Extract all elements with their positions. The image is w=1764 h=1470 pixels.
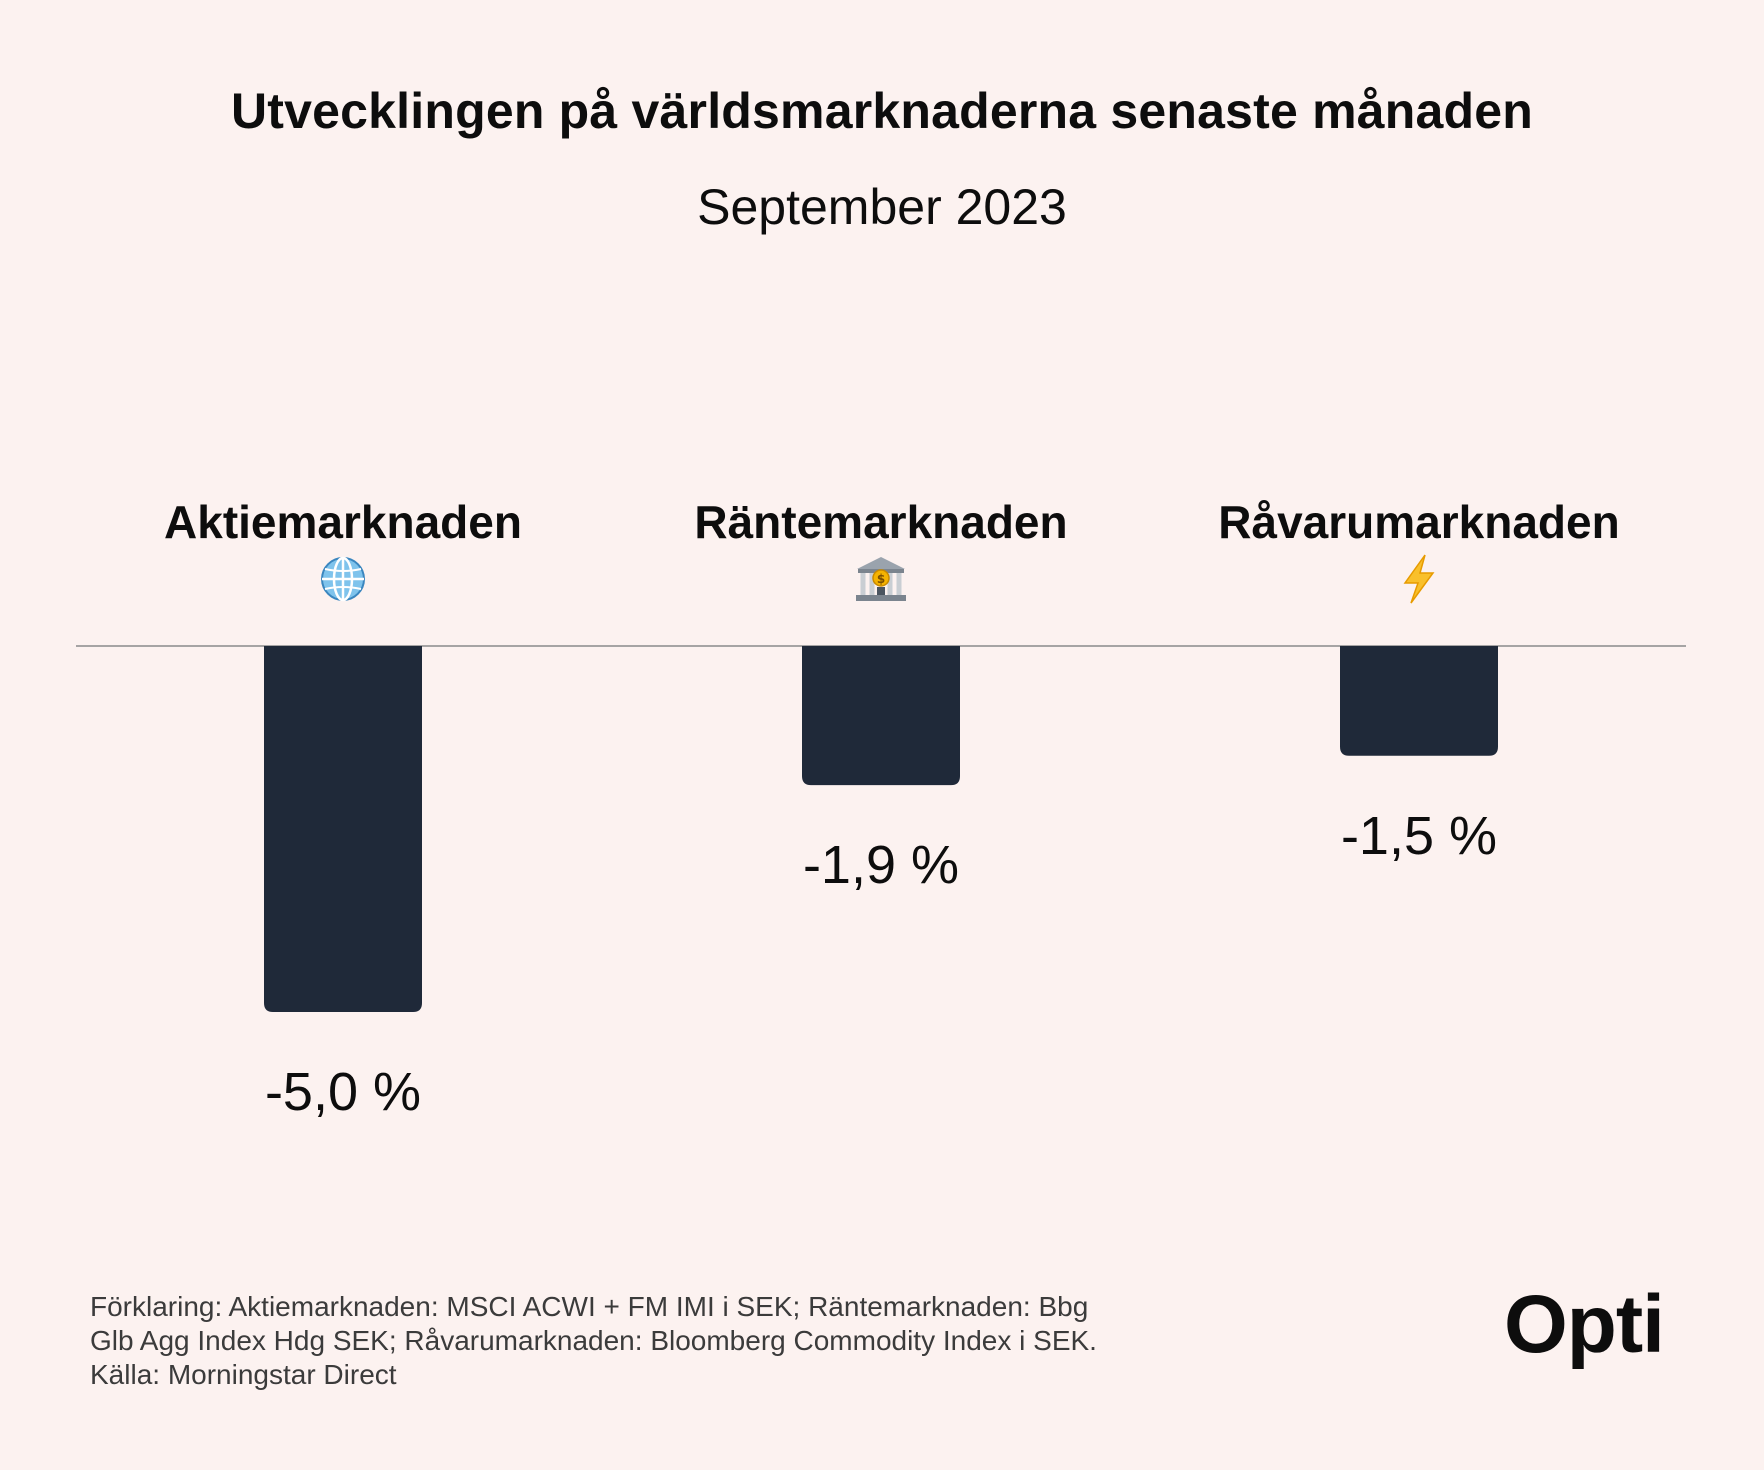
value-label: -1,9 % (803, 835, 959, 895)
globe-icon (321, 556, 365, 602)
footnote-line: Källa: Morningstar Direct (90, 1359, 397, 1390)
bar (802, 646, 960, 786)
category-label: Aktiemarknaden (164, 496, 522, 548)
svg-text:$: $ (877, 572, 885, 586)
category-label: Räntemarknaden (694, 496, 1067, 548)
footnote: Förklaring: Aktiemarknaden: MSCI ACWI + … (90, 1290, 1290, 1392)
footnote-line: Glb Agg Index Hdg SEK; Råvarumarknaden: … (90, 1325, 1097, 1356)
bar (1340, 646, 1498, 756)
footnote-line: Förklaring: Aktiemarknaden: MSCI ACWI + … (90, 1291, 1089, 1322)
opti-logo: Opti (1504, 1279, 1665, 1370)
category-label: Råvarumarknaden (1218, 496, 1619, 548)
lightning-icon (1403, 554, 1435, 604)
value-label: -5,0 % (265, 1062, 421, 1122)
bar (264, 646, 422, 1012)
chart-subtitle: September 2023 (697, 179, 1067, 235)
chart-title: Utvecklingen på världsmarknaderna senast… (230, 83, 1533, 139)
bar-chart: Aktiemarknaden Räntemarknaden $ Råvarumarkn… (76, 496, 1686, 1122)
bank-icon: $ (856, 557, 906, 601)
value-label: -1,5 % (1341, 806, 1497, 866)
